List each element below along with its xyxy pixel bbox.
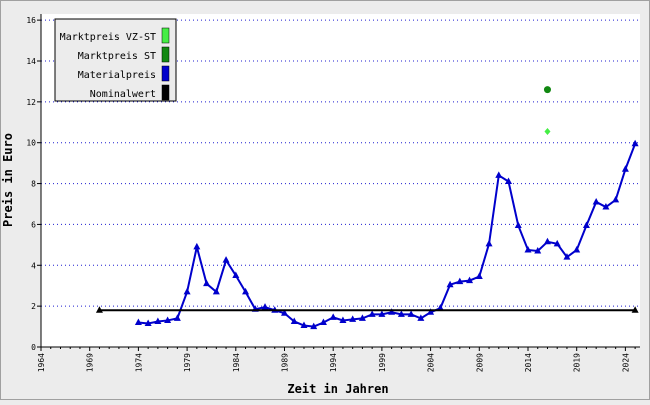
x-tick-label: 1969 [86,353,95,372]
legend-box [54,18,177,102]
data-point [329,313,337,320]
data-point [543,86,551,94]
y-axis-label: Preis in Euro [1,133,15,227]
legend-label: Marktpreis ST [78,51,156,62]
data-point [154,317,162,324]
data-point [164,316,172,323]
data-point [203,279,211,287]
data-point [563,253,571,260]
data-point [290,317,298,324]
x-tick-label: 2019 [573,353,582,372]
series-marktpreis-vz-st [544,127,551,135]
data-point [339,316,347,323]
y-tick-label: 14 [26,57,36,66]
data-point [407,310,415,317]
data-point [524,245,532,253]
data-point [242,287,250,295]
data-point [310,322,318,330]
data-point [349,315,357,322]
series-layer [95,86,639,330]
data-point [358,314,366,321]
data-point [261,303,269,310]
data-point [427,308,435,315]
x-tick-label: 1999 [378,353,387,372]
data-point [592,197,600,205]
x-tick-label: 2024 [621,353,630,372]
tick-layer: 0 2 4 6 8 10 12 14 16 1964 1969 1974 1979 1984 1989 199… [26,16,636,372]
legend-label: Marktpreis VZ-ST [60,32,156,43]
data-point [388,308,396,315]
y-tick-label: 6 [31,220,36,229]
y-tick-label: 2 [31,302,36,311]
legend-swatch [161,65,170,82]
data-point [222,256,230,263]
data-point [505,177,513,185]
y-tick-label: 16 [26,16,36,25]
data-point [417,314,425,321]
data-point [514,221,522,228]
x-tick-label: 1989 [280,353,289,372]
series-line [138,143,637,328]
data-point [173,314,181,321]
data-point [319,318,327,325]
axis-layer [40,14,640,348]
data-point [134,318,142,325]
data-point [466,276,474,284]
legend-swatch [161,27,170,44]
data-point [621,165,629,172]
data-point [456,277,464,285]
data-point [475,272,483,280]
data-point [544,127,551,135]
data-point [378,310,386,317]
data-point [602,203,610,210]
x-tick-label: 1979 [183,353,192,372]
data-point [534,246,542,254]
series-marktpreis-st [543,86,551,94]
x-tick-label: 1984 [232,353,241,372]
data-point [612,195,620,203]
data-point [485,239,493,247]
y-tick-label: 4 [31,261,36,270]
y-tick-label: 12 [26,98,36,107]
data-point [397,310,405,317]
data-point [436,304,444,311]
data-point [280,309,288,316]
data-point [446,280,454,288]
y-tick-label: 0 [31,343,36,352]
data-point [212,287,220,295]
x-tick-label: 1964 [37,353,46,372]
series-nominalwert [95,306,639,313]
legend: Marktpreis VZ-ST Marktpreis ST Materialpre… [54,18,177,102]
x-tick-label: 2009 [475,353,484,372]
legend-label: Materialpreis [78,70,156,81]
data-point [543,237,551,245]
data-point [193,242,201,250]
x-tick-label: 2004 [427,353,436,372]
x-axis-label: Zeit in Jahren [287,382,388,396]
x-tick-label: 2014 [524,353,533,372]
data-point [95,306,103,313]
data-point [144,319,152,327]
x-tick-label: 1974 [134,353,143,372]
data-point [573,245,581,253]
legend-swatch [161,46,170,63]
legend-label: Nominalwert [90,89,156,100]
y-tick-label: 10 [26,139,36,148]
data-point [232,271,240,278]
data-point [582,221,590,228]
data-point [631,306,639,313]
data-point [368,310,376,317]
legend-swatch [161,84,170,101]
data-point [495,171,503,178]
data-point [183,287,191,295]
x-tick-label: 1994 [329,353,338,372]
y-tick-label: 8 [31,180,36,189]
data-point [553,239,561,247]
data-point [631,139,639,147]
data-point [300,321,308,329]
